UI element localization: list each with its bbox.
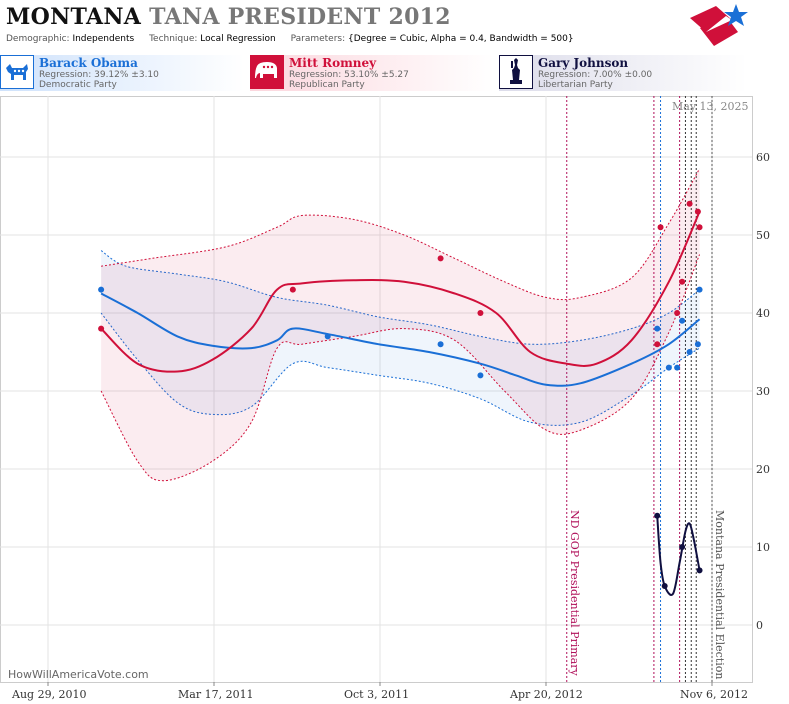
- param-value: {Degree = Cubic, Alpha = 0.4, Bandwidth …: [348, 34, 574, 44]
- parameters-line: Demographic: Independents Technique: Loc…: [6, 34, 586, 44]
- barack-obama-upper-bound: [100, 250, 700, 345]
- candidate-name: Gary Johnson: [538, 56, 629, 70]
- watermark: HowWillAmericaVote.com: [8, 668, 149, 681]
- barack-obama-poll-point: [679, 317, 686, 324]
- mitt-romney-lower-bound: [100, 254, 701, 482]
- state-name: MONTANA: [6, 4, 142, 30]
- gary-johnson-poll-point: [679, 544, 686, 550]
- barack-obama-poll-point: [324, 333, 331, 340]
- candidate-name: Mitt Romney: [289, 56, 377, 70]
- barack-obama-poll-point: [665, 364, 672, 371]
- candidate-name: Barack Obama: [39, 56, 138, 70]
- title-rest: TANA PRESIDENT 2012: [149, 4, 451, 30]
- barack-obama-poll-point: [686, 349, 693, 355]
- mitt-romney-poll-point: [477, 310, 484, 316]
- barack-obama-poll-point: [674, 364, 681, 371]
- param-value: Local Regression: [200, 34, 276, 44]
- gary-johnson-poll-point: [696, 567, 703, 574]
- barack-obama-poll-point: [437, 341, 444, 348]
- barack-obama-confidence-band: [101, 250, 700, 426]
- candidate-regression: Regression: 53.10% ±5.27: [289, 70, 409, 80]
- date-label: May 13, 2025: [672, 100, 749, 113]
- x-tick-label: Oct 3, 2011: [344, 688, 409, 701]
- x-tick-label: Apr 20, 2012: [509, 688, 583, 701]
- x-tick-label: Aug 29, 2010: [11, 688, 87, 701]
- mitt-romney-upper-bound: [101, 168, 700, 301]
- mitt-romney-poll-point: [657, 224, 664, 231]
- barack-obama-poll-point: [694, 341, 701, 348]
- candidate-romney: Mitt Romney Regression: 53.10% ±5.27 Rep…: [250, 55, 494, 91]
- mitt-romney-regression-line: [100, 211, 701, 373]
- mitt-romney-poll-point: [679, 278, 686, 285]
- y-tick-label: 40: [756, 307, 770, 320]
- y-tick-label: 10: [756, 541, 770, 554]
- param-value: Independents: [72, 34, 135, 44]
- donkey-icon: [0, 55, 34, 89]
- liberty-icon: [499, 55, 533, 89]
- candidate-regression: Regression: 39.12% ±3.10: [39, 70, 159, 80]
- param-key: Demographic:: [6, 34, 70, 44]
- barack-obama-poll-point: [98, 286, 105, 293]
- param-key: Parameters:: [290, 34, 346, 44]
- mitt-romney-poll-point: [98, 325, 105, 332]
- gary-johnson-poll-point: [654, 512, 661, 519]
- mitt-romney-poll-point: [654, 341, 661, 348]
- mitt-romney-poll-point: [289, 286, 296, 293]
- mitt-romney-poll-point: [437, 255, 444, 262]
- mitt-romney-poll-point: [696, 224, 703, 231]
- y-tick-label: 60: [756, 151, 770, 164]
- plot-frame: [0, 96, 753, 683]
- candidate-party: Democratic Party: [39, 80, 117, 90]
- barack-obama-poll-point: [696, 286, 703, 293]
- mitt-romney-poll-point: [686, 200, 693, 207]
- param-key: Technique:: [149, 34, 198, 44]
- candidate-johnson: Gary Johnson Regression: 7.00% ±0.00 Lib…: [499, 55, 747, 91]
- y-tick-label: 30: [756, 385, 770, 398]
- x-tick-label: Mar 17, 2011: [178, 688, 254, 701]
- barack-obama-regression-line: [100, 292, 701, 387]
- mitt-romney-poll-point: [694, 208, 701, 215]
- candidate-regression: Regression: 7.00% ±0.00: [538, 70, 653, 80]
- site-logo-icon: [690, 4, 748, 46]
- gary-johnson-regression-line: [656, 515, 701, 596]
- gary-johnson-poll-point: [661, 583, 668, 589]
- chart-title: MONTANA TANA PRESIDENT 2012: [6, 4, 451, 30]
- mitt-romney-poll-point: [674, 310, 681, 316]
- candidate-party: Libertarian Party: [538, 80, 613, 90]
- mitt-romney-confidence-band: [101, 168, 700, 481]
- barack-obama-poll-point: [654, 325, 661, 332]
- candidate-party: Republican Party: [289, 80, 365, 90]
- event-label: Montana Presidential Election: [713, 510, 726, 679]
- y-tick-label: 20: [756, 463, 770, 476]
- barack-obama-poll-point: [477, 372, 484, 379]
- candidate-obama: Barack Obama Regression: 39.12% ±3.10 De…: [0, 55, 244, 91]
- x-tick-label: Nov 6, 2012: [680, 688, 748, 701]
- elephant-icon: [250, 55, 284, 89]
- y-tick-label: 50: [756, 229, 770, 242]
- event-label: ND GOP Presidential Primary: [568, 510, 581, 677]
- y-tick-label: 0: [756, 619, 763, 632]
